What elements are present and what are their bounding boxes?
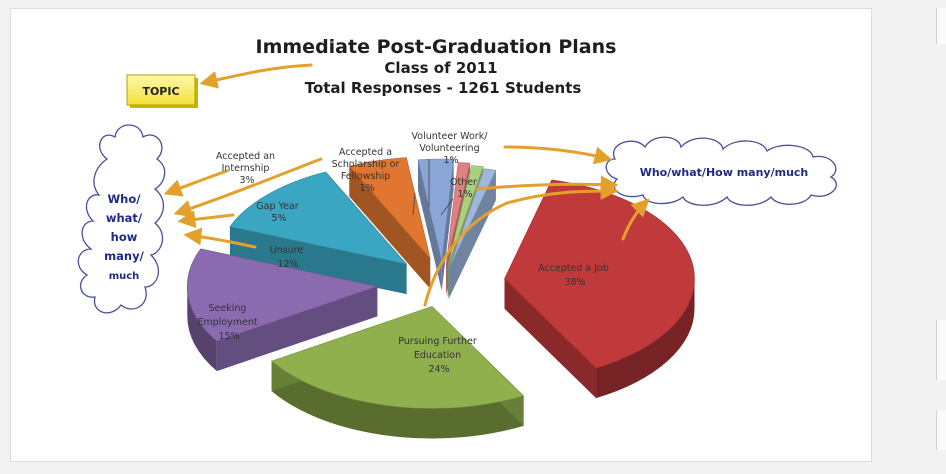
cloud-left-line-2: what/ bbox=[106, 211, 143, 225]
label-scholarship: Accepted a Scholarship or Fellowship 1% bbox=[332, 147, 403, 194]
pie-slice-accepted-a-job bbox=[504, 179, 695, 399]
annotation-arrows bbox=[163, 63, 650, 307]
label-other: Other 1% bbox=[450, 177, 480, 200]
arrow-scholarship bbox=[173, 157, 323, 218]
label-pursuing: Pursuing Further Education 24% bbox=[398, 336, 480, 375]
leader-lines bbox=[412, 159, 454, 216]
label-volunteer: Volunteer Work/ Volunteering 1% bbox=[412, 131, 491, 166]
pie-slice-other bbox=[448, 168, 497, 300]
slide-canvas: Immediate Post-Graduation Plans Class of… bbox=[10, 8, 872, 462]
pie-slice-gap-year bbox=[348, 157, 431, 289]
pie-slice-unsure bbox=[229, 171, 408, 295]
cloud-left-line-5: much bbox=[109, 271, 140, 282]
arrow-gapyear bbox=[177, 210, 235, 229]
topic-note: TOPIC bbox=[126, 74, 198, 108]
label-seeking: Seeking Employment 15% bbox=[197, 303, 260, 342]
topic-label: TOPIC bbox=[142, 85, 179, 98]
slice-labels: Accepted a Job 38% Pursuing Further Educ… bbox=[197, 131, 612, 375]
arrow-unsure bbox=[183, 227, 257, 249]
pie-slice-pursuing-further-education bbox=[271, 306, 525, 439]
cloud-left-line-4: many/ bbox=[104, 249, 144, 263]
cloud-right-text: Who/what/How many/much bbox=[640, 166, 809, 179]
arrow-pursuing bbox=[423, 182, 619, 307]
cloud-left-line-1: Who/ bbox=[108, 192, 142, 206]
label-internship: Accepted an Internship 3% bbox=[216, 151, 278, 186]
pie-slices bbox=[187, 157, 695, 439]
chart-title: Immediate Post-Graduation Plans bbox=[256, 36, 617, 58]
arrow-job bbox=[621, 198, 650, 241]
cloud-right: Who/what/How many/much bbox=[605, 136, 837, 206]
label-gapyear: Gap Year 5% bbox=[256, 201, 301, 224]
label-job: Accepted a Job 38% bbox=[538, 263, 612, 288]
cloud-left-line-3: how bbox=[111, 230, 138, 244]
gutter-pane-mid bbox=[936, 320, 946, 380]
arrow-volunteer bbox=[503, 145, 613, 165]
arrow-title-to-topic bbox=[199, 63, 313, 89]
pie-slice-seeking-employment bbox=[187, 248, 379, 372]
gutter-pane-top bbox=[936, 8, 946, 44]
chart-subtitle-responses: Total Responses - 1261 Students bbox=[305, 79, 582, 97]
arrow-other bbox=[475, 175, 619, 194]
pie-chart: Immediate Post-Graduation Plans Class of… bbox=[77, 36, 837, 439]
label-unsure: Unsure 12% bbox=[270, 245, 307, 270]
gutter-pane-bottom bbox=[936, 410, 946, 450]
cloud-left: Who/ what/ how many/ much bbox=[77, 124, 166, 314]
right-scroll-gutter bbox=[880, 0, 946, 474]
chart-subtitle-class: Class of 2011 bbox=[384, 59, 497, 77]
arrow-internship bbox=[163, 169, 229, 197]
